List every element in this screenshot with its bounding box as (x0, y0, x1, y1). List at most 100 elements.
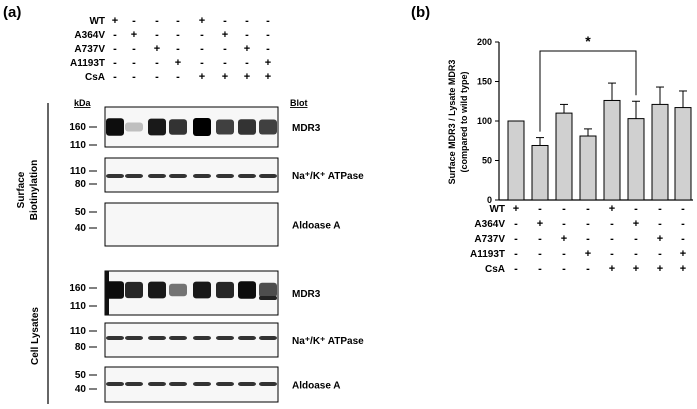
y-axis-label-line1: Surface MDR3 / Lysate MDR3 (447, 60, 457, 185)
treatment-sign: - (155, 15, 159, 27)
treatment-sign: - (132, 43, 136, 55)
marker-label: 50 (75, 370, 87, 381)
treatment-row-label: CsA (485, 264, 505, 275)
y-tick-label: 150 (477, 77, 492, 87)
blot-band (238, 174, 256, 178)
treatment-sign: - (538, 233, 542, 245)
treatment-sign: + (513, 203, 519, 215)
marker-label: 110 (70, 166, 87, 177)
treatment-sign: + (112, 15, 118, 27)
treatment-sign: - (113, 29, 117, 41)
significance-bracket: * (539, 33, 637, 132)
blot-frame (104, 202, 279, 247)
blot-label: MDR3 (292, 123, 321, 134)
marker-label: 40 (75, 384, 87, 395)
treatment-sign: - (200, 57, 204, 69)
treatment-sign: + (609, 263, 615, 275)
kda-header: kDa (74, 98, 92, 108)
treatment-sign: + (657, 263, 663, 275)
blot-band (216, 336, 234, 340)
treatment-sign: - (538, 263, 542, 275)
blot-band (169, 382, 187, 386)
treatment-sign: + (244, 43, 250, 55)
treatment-sign: - (176, 15, 180, 27)
treatment-sign: - (514, 263, 518, 275)
treatment-row-label: A737V (74, 44, 105, 55)
blot-band (238, 336, 256, 340)
treatment-row-label: A737V (474, 234, 505, 245)
treatment-sign: - (132, 15, 136, 27)
treatment-sign: - (681, 218, 685, 230)
blot-band (106, 174, 124, 178)
blot-band (193, 382, 211, 386)
treatment-sign: + (265, 71, 271, 83)
treatment-sign: - (200, 43, 204, 55)
treatment-sign: + (222, 29, 228, 41)
blot-label: MDR3 (292, 289, 321, 300)
marker-label: 40 (75, 223, 87, 234)
treatment-row-label: A1193T (70, 58, 105, 69)
treatment-sign: + (265, 57, 271, 69)
blot-band (259, 336, 277, 340)
treatment-sign: + (657, 233, 663, 245)
treatment-sign: + (131, 29, 137, 41)
treatment-sign: + (222, 71, 228, 83)
blot-band (125, 281, 143, 299)
blot-panel: 110 80 Na⁺/K⁺ ATPase (70, 322, 364, 358)
blot-band (259, 119, 277, 135)
blot-band (216, 382, 234, 386)
blot-band (216, 281, 234, 299)
marker-label: 110 (70, 140, 87, 151)
blot-band (238, 281, 256, 299)
blot-band (259, 382, 277, 386)
treatment-sign: - (562, 218, 566, 230)
blot-band (148, 382, 166, 386)
blot-panel: 110 80 Na⁺/K⁺ ATPase (70, 157, 364, 193)
treatment-sign: + (680, 263, 686, 275)
treatment-sign: - (586, 218, 590, 230)
treatment-sign: + (537, 218, 543, 230)
treatment-sign: - (681, 203, 685, 215)
treatment-sign: - (113, 57, 117, 69)
y-axis-label: Surface MDR3 / Lysate MDR3 (compared to … (447, 60, 469, 185)
treatment-sign: - (658, 203, 662, 215)
treatment-sign: - (266, 15, 270, 27)
treatment-sign: - (155, 71, 159, 83)
marker-label: 80 (75, 342, 87, 353)
treatment-sign: - (245, 57, 249, 69)
treatment-sign: - (266, 29, 270, 41)
blot-header: Blot (290, 98, 308, 108)
blot-band (259, 282, 277, 298)
marker-label: 110 (70, 301, 87, 312)
treatment-sign: - (113, 71, 117, 83)
treatment-sign: - (562, 203, 566, 215)
treatment-sign: - (223, 57, 227, 69)
blot-band (148, 118, 166, 136)
bar-chart: 0 50 100 150 200 * Surface MDR3 / Lysate MDR… (447, 33, 693, 205)
marker-label: 50 (75, 207, 87, 218)
blot-band (193, 281, 211, 299)
bar (674, 107, 692, 201)
treatment-sign: + (633, 263, 639, 275)
treatment-row-label: A364V (474, 219, 505, 230)
blot-band (216, 174, 234, 178)
panel-b-treatment-table: WT + - - - + - - -A364V - + - - - + - -A737V - - + - - - + -A119… (470, 203, 686, 275)
treatment-sign: - (176, 43, 180, 55)
treatment-sign: - (658, 218, 662, 230)
group-surface-label: Surface Biotinylation (16, 160, 40, 221)
treatment-sign: - (245, 15, 249, 27)
treatment-sign: - (176, 71, 180, 83)
y-tick-label: 200 (477, 37, 492, 47)
treatment-sign: - (132, 57, 136, 69)
blot-panel: 50 40 Aldoase A (75, 366, 341, 403)
blot-label: Na⁺/K⁺ ATPase (292, 336, 364, 347)
treatment-sign: - (538, 248, 542, 260)
bar (555, 112, 573, 201)
y-axis-label-line2: (compared to wild type) (459, 71, 469, 172)
treatment-sign: - (155, 29, 159, 41)
treatment-sign: - (223, 15, 227, 27)
treatment-sign: - (634, 203, 638, 215)
blot-band (125, 382, 143, 386)
treatment-sign: - (538, 203, 542, 215)
blot-band (259, 174, 277, 178)
